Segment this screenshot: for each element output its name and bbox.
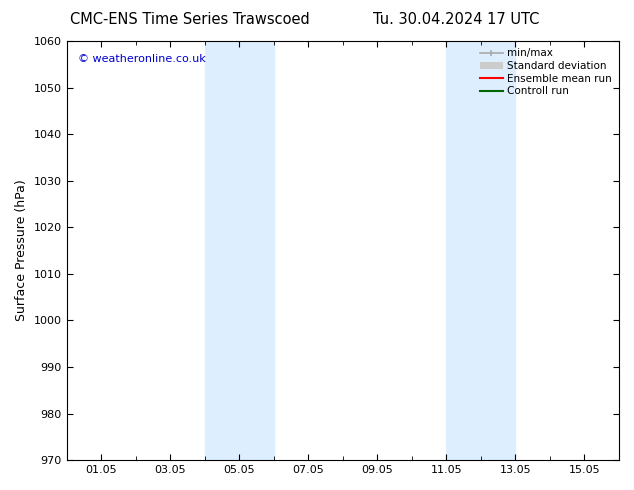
- Bar: [205, 41, 274, 460]
- Text: CMC-ENS Time Series Trawscoed: CMC-ENS Time Series Trawscoed: [70, 12, 310, 27]
- Text: © weatheronline.co.uk: © weatheronline.co.uk: [77, 53, 205, 64]
- Text: Tu. 30.04.2024 17 UTC: Tu. 30.04.2024 17 UTC: [373, 12, 540, 27]
- Legend: min/max, Standard deviation, Ensemble mean run, Controll run: min/max, Standard deviation, Ensemble me…: [476, 44, 616, 100]
- Bar: [446, 41, 515, 460]
- Y-axis label: Surface Pressure (hPa): Surface Pressure (hPa): [15, 180, 28, 321]
